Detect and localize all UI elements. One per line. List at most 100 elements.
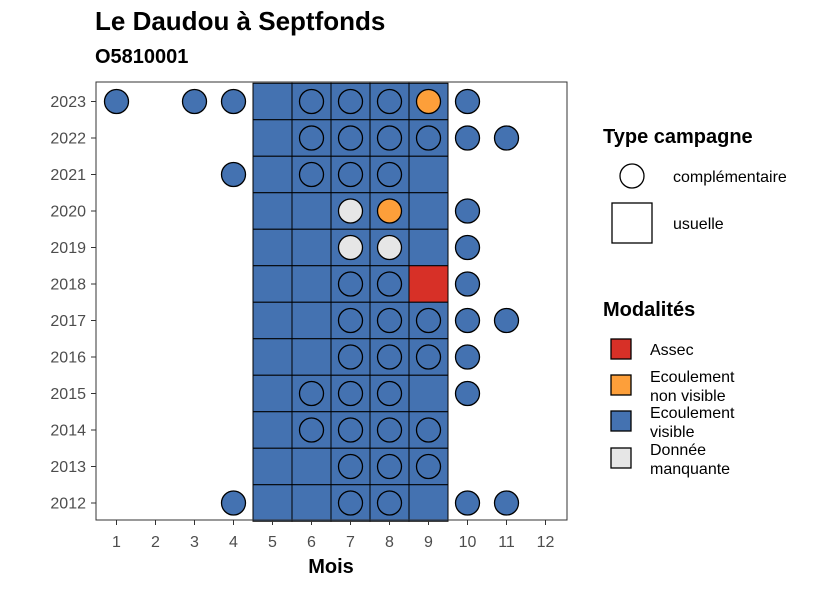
point-2022-11 <box>493 125 520 151</box>
plot-panel-border <box>95 81 568 521</box>
legend-key-non_visible <box>610 374 632 396</box>
legend-label-non_visible-line1: Ecoulement <box>650 369 735 386</box>
legend-label-assec: Assec <box>650 342 694 359</box>
tile-2021-5 <box>252 155 293 194</box>
tile-2018-9 <box>408 265 449 303</box>
point-2014-9 <box>415 417 442 443</box>
point-2015-10 <box>454 380 481 407</box>
legend-type-title: Type campagne <box>603 126 753 148</box>
point-2023-3 <box>181 88 208 115</box>
tile-2012-5 <box>252 484 293 522</box>
x-tick-label-4: 4 <box>229 534 238 551</box>
x-tick-label-7: 7 <box>346 534 355 551</box>
x-tick-label-8: 8 <box>385 534 394 551</box>
point-2023-1 <box>103 88 130 115</box>
point-2015-7 <box>337 380 364 407</box>
point-2022-10 <box>454 125 481 151</box>
legend-label-visible-line2: visible <box>650 424 695 441</box>
point-2021-7 <box>337 161 364 188</box>
point-2012-11 <box>493 490 520 516</box>
legend-label-complementaire: complémentaire <box>673 169 787 186</box>
tile-2019-5 <box>252 228 293 267</box>
y-tick-label-2020: 2020 <box>50 204 86 221</box>
x-axis-title: Mois <box>308 556 354 578</box>
y-axis: 2012 2013 2014 2015 2016 2017 2018 2019 2020 2021… <box>50 94 96 513</box>
y-tick-label-2017: 2017 <box>50 313 86 330</box>
tile-2022-5 <box>252 119 293 157</box>
point-2022-9 <box>415 125 442 151</box>
tile-2018-5 <box>252 265 293 303</box>
point-2023-9 <box>415 88 442 115</box>
point-2021-6 <box>298 161 325 188</box>
tile-2019-9 <box>408 228 449 267</box>
point-2017-10 <box>454 307 481 334</box>
y-tick-label-2012: 2012 <box>50 496 86 513</box>
point-2021-4 <box>220 161 247 188</box>
x-tick-label-1: 1 <box>112 534 121 551</box>
x-tick-label-10: 10 <box>459 534 477 551</box>
point-2017-8 <box>376 307 403 334</box>
x-tick-label-6: 6 <box>307 534 316 551</box>
point-2013-9 <box>415 453 442 480</box>
y-tick-label-2019: 2019 <box>50 240 86 257</box>
x-axis: 1 2 3 4 5 6 7 8 9 10 11 12 <box>112 520 555 551</box>
point-2023-7 <box>337 88 364 115</box>
point-2014-8 <box>376 417 403 443</box>
tile-2016-6 <box>291 338 332 376</box>
point-2022-6 <box>298 125 325 151</box>
point-2023-10 <box>454 88 481 115</box>
tile-2017-6 <box>291 301 332 340</box>
y-tick-label-2023: 2023 <box>50 94 86 111</box>
legend-key-visible <box>610 410 632 432</box>
legend-key-usuelle <box>611 202 653 244</box>
x-tick-label-5: 5 <box>268 534 277 551</box>
legend-key-manquante <box>610 447 632 469</box>
tile-2013-6 <box>291 447 332 486</box>
point-2018-10 <box>454 271 481 297</box>
point-2017-9 <box>415 307 442 334</box>
tile-2015-5 <box>252 374 293 413</box>
point-2018-7 <box>337 271 364 297</box>
point-2012-4 <box>220 490 247 516</box>
point-2017-7 <box>337 307 364 334</box>
point-2014-6 <box>298 417 325 443</box>
point-2020-8 <box>376 198 403 224</box>
tile-2012-9 <box>408 484 449 522</box>
point-2023-4 <box>220 88 247 115</box>
legend-modalites-title: Modalités <box>603 299 695 321</box>
point-2021-8 <box>376 161 403 188</box>
legend-label-usuelle: usuelle <box>673 216 724 233</box>
x-tick-label-12: 12 <box>537 534 555 551</box>
point-2013-7 <box>337 453 364 480</box>
point-2018-8 <box>376 271 403 297</box>
legend-label-manquante-line1: Donnée <box>650 442 706 459</box>
point-2023-8 <box>376 88 403 115</box>
x-tick-label-11: 11 <box>498 534 515 551</box>
tile-2020-6 <box>291 192 332 230</box>
legend-key-assec <box>610 338 632 360</box>
point-2020-7 <box>337 198 364 224</box>
chart-subtitle: O5810001 <box>95 46 189 68</box>
y-tick-label-2022: 2022 <box>50 131 86 148</box>
point-2015-8 <box>376 380 403 407</box>
y-tick-label-2013: 2013 <box>50 459 86 476</box>
point-2020-10 <box>454 198 481 224</box>
x-tick-label-9: 9 <box>424 534 433 551</box>
tile-2020-9 <box>408 192 449 230</box>
legend-label-manquante-line2: manquante <box>650 461 730 478</box>
tile-2013-5 <box>252 447 293 486</box>
x-tick-label-3: 3 <box>190 534 199 551</box>
point-2016-8 <box>376 344 403 370</box>
tile-2021-9 <box>408 155 449 194</box>
x-tick-label-2: 2 <box>151 534 160 551</box>
legend-label-visible-line1: Ecoulement <box>650 405 735 422</box>
tile-2020-5 <box>252 192 293 230</box>
y-tick-label-2021: 2021 <box>50 167 86 184</box>
point-2019-8 <box>376 234 403 261</box>
y-tick-label-2014: 2014 <box>50 423 86 440</box>
point-2023-6 <box>298 88 325 115</box>
tile-2017-5 <box>252 301 293 340</box>
point-2014-7 <box>337 417 364 443</box>
legend: Type campagne complémentaire usuelle Modali… <box>603 126 787 478</box>
legend-key-complementaire <box>619 163 645 189</box>
